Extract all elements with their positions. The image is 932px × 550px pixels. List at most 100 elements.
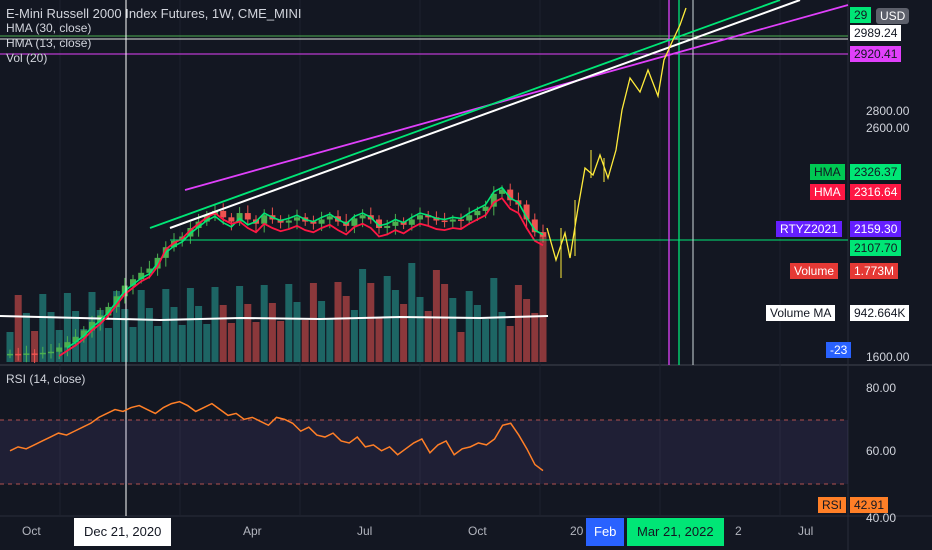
time-axis-label: Oct: [22, 524, 41, 538]
volume-bar: [80, 329, 88, 362]
candle-body: [236, 213, 243, 222]
hma-green-value: 2326.37: [850, 164, 902, 180]
volume-bar: [63, 293, 71, 362]
candle-body: [48, 351, 54, 354]
volume-bar: [268, 303, 276, 362]
price-axis-label: 1600.00: [866, 350, 910, 364]
volume-bar: [170, 307, 178, 362]
trend-line-magenta: [184, 4, 849, 191]
volume-bar: [432, 270, 440, 362]
price-tag-magenta-level: 2920.41: [850, 46, 902, 62]
rsi-axis-label: 80.00: [866, 381, 897, 395]
price-tag-top: 29: [850, 7, 872, 23]
candle-body: [15, 353, 22, 356]
volume-bar: [39, 294, 47, 362]
chart-title: E-Mini Russell 2000 Index Futures, 1W, C…: [6, 6, 302, 21]
volume-bar: [227, 323, 235, 362]
volume-bar: [195, 306, 203, 362]
candle-body: [72, 336, 79, 343]
candle-body: [392, 221, 399, 226]
blue-price-tag: -23: [826, 342, 852, 358]
volume-bar: [309, 283, 317, 362]
rsi-legend[interactable]: RSI (14, close): [6, 372, 86, 386]
volume-bar: [219, 305, 227, 362]
candle-body: [408, 219, 415, 225]
price-axis-label: 2800.00: [866, 104, 910, 118]
volume-bar: [129, 327, 137, 362]
time-axis-label: Apr: [243, 524, 262, 538]
volume-bar: [441, 284, 449, 362]
hma13-line: [58, 196, 544, 357]
volume-bar: [424, 311, 432, 362]
volume-bar: [342, 296, 350, 362]
volume-bar: [162, 289, 170, 362]
volume-bar: [490, 278, 498, 362]
volume-ma-line: [0, 315, 549, 322]
candle-body: [130, 279, 136, 286]
volume-bar: [178, 325, 186, 362]
volume-bar: [137, 290, 145, 362]
volume-bar: [449, 298, 457, 362]
projection-path: [546, 7, 687, 263]
hma30-line: [66, 186, 544, 349]
candle-body: [490, 193, 497, 207]
volume-bar: [375, 317, 383, 362]
hma-red-label: HMA: [810, 184, 845, 200]
candle-body: [326, 216, 333, 220]
volume-bar: [482, 319, 490, 362]
trend-line-white: [169, 0, 801, 229]
volume-bar: [539, 232, 547, 362]
legend-hma13[interactable]: HMA (13, close): [6, 36, 92, 50]
volume-bar: [203, 324, 211, 362]
volume-value: 1.773M: [850, 263, 899, 279]
volume-bar: [391, 290, 399, 362]
volume-bar: [473, 305, 481, 362]
volume-bar: [301, 320, 309, 362]
volume-bar: [252, 322, 260, 362]
crosshair-date: Dec 21, 2020: [74, 518, 172, 546]
candle-body: [359, 215, 366, 219]
candle-body: [318, 219, 325, 224]
volume-ma-label: Volume MA: [766, 305, 836, 321]
rsi-label: RSI: [818, 497, 847, 513]
volume-bar: [285, 284, 293, 362]
candle-body: [138, 272, 145, 280]
volume-bar: [104, 328, 112, 362]
volume-bar: [367, 283, 375, 362]
marker-date: Mar 21, 2022: [627, 518, 724, 546]
price-axis-label: 2600.00: [866, 121, 910, 135]
candle-body: [466, 215, 473, 221]
volume-bar: [383, 276, 391, 362]
volume-bar: [318, 301, 326, 362]
candle-body: [384, 225, 391, 228]
currency-button[interactable]: USD: [876, 8, 910, 24]
volume-bar: [531, 313, 539, 362]
rsi-line: [9, 400, 544, 472]
trend-drawings[interactable]: [0, 0, 849, 516]
time-axis-label: 2: [735, 524, 742, 538]
legend-vol[interactable]: Vol (20): [6, 51, 48, 65]
candle-body: [228, 217, 235, 222]
rsi-value: 42.91: [850, 497, 889, 513]
volume-bar: [416, 297, 424, 362]
volume-bar: [465, 291, 473, 362]
candle-body: [80, 330, 87, 337]
volume-bar: [22, 313, 30, 362]
volume-bar: [260, 285, 268, 362]
volume-bar: [121, 309, 129, 362]
candle-body: [56, 347, 63, 352]
volume-ma-value: 942.664K: [850, 305, 910, 321]
candle-body: [64, 342, 71, 348]
time-axis-label: 20: [570, 524, 584, 538]
candle-body: [146, 268, 153, 273]
candle-body: [531, 219, 538, 233]
legend-hma30[interactable]: HMA (30, close): [6, 21, 92, 35]
time-axis-label: Oct: [468, 524, 487, 538]
volume-label: Volume: [790, 263, 839, 279]
volume-bar: [359, 269, 367, 362]
volume-bar: [47, 312, 55, 362]
trend-line-green: [149, 0, 781, 229]
candle-body: [499, 189, 505, 194]
volume-bars: [6, 232, 547, 362]
